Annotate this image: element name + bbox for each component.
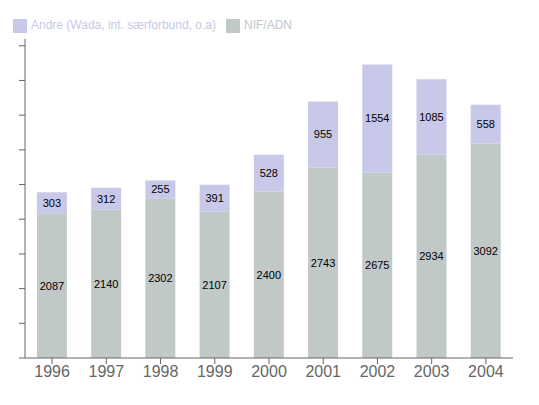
- svg-text:1998: 1998: [143, 363, 179, 380]
- svg-text:2001: 2001: [305, 363, 341, 380]
- svg-text:1997: 1997: [89, 363, 125, 380]
- svg-text:2400: 2400: [257, 269, 281, 281]
- svg-text:2003: 2003: [414, 363, 450, 380]
- svg-text:558: 558: [477, 118, 495, 130]
- svg-text:1996: 1996: [34, 363, 70, 380]
- svg-text:2004: 2004: [468, 363, 504, 380]
- svg-text:2002: 2002: [360, 363, 396, 380]
- svg-text:3092: 3092: [473, 245, 497, 257]
- svg-text:2302: 2302: [148, 272, 172, 284]
- html-text:NIF/ADN: NIF/ADN: [244, 18, 292, 32]
- svg-text:2087: 2087: [40, 280, 64, 292]
- svg-text:2140: 2140: [94, 278, 118, 290]
- svg-text:303: 303: [43, 197, 61, 209]
- svg-text:2000: 2000: [251, 363, 287, 380]
- svg-text:2743: 2743: [311, 257, 335, 269]
- svg-text:312: 312: [97, 193, 115, 205]
- svg-text:528: 528: [260, 167, 278, 179]
- svg-text:1554: 1554: [365, 112, 389, 124]
- svg-text:955: 955: [314, 128, 332, 140]
- svg-text:255: 255: [151, 183, 169, 195]
- svg-text:2675: 2675: [365, 259, 389, 271]
- html-text:Andre (Wada, int. særforbund,: Andre (Wada, int. særforbund, o.a): [31, 18, 216, 32]
- svg-text:1999: 1999: [197, 363, 233, 380]
- svg-text:1085: 1085: [419, 111, 443, 123]
- svg-text:391: 391: [205, 192, 223, 204]
- svg-text:2934: 2934: [419, 250, 443, 262]
- svg-text:2107: 2107: [202, 279, 226, 291]
